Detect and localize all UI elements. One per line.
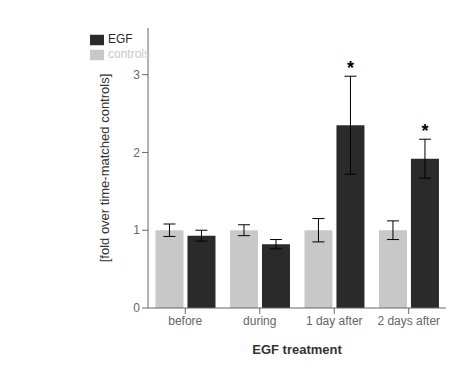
svg-text:before: before bbox=[168, 314, 202, 328]
svg-text:*: * bbox=[347, 58, 354, 78]
svg-text:3: 3 bbox=[133, 68, 140, 82]
svg-text:EGF treatment: EGF treatment bbox=[252, 342, 342, 357]
svg-text:1: 1 bbox=[133, 223, 140, 237]
svg-text:0: 0 bbox=[133, 301, 140, 315]
svg-text:2: 2 bbox=[133, 146, 140, 160]
svg-text:1 day after: 1 day after bbox=[306, 314, 363, 328]
html-text:controls: controls bbox=[108, 46, 150, 61]
html-text:EGF: EGF bbox=[108, 32, 133, 46]
svg-text:2 days after: 2 days after bbox=[377, 314, 440, 328]
svg-text:during: during bbox=[243, 314, 276, 328]
svg-text:[fold over time-matched contro: [fold over time-matched controls] bbox=[97, 74, 112, 263]
svg-text:*: * bbox=[421, 121, 428, 141]
